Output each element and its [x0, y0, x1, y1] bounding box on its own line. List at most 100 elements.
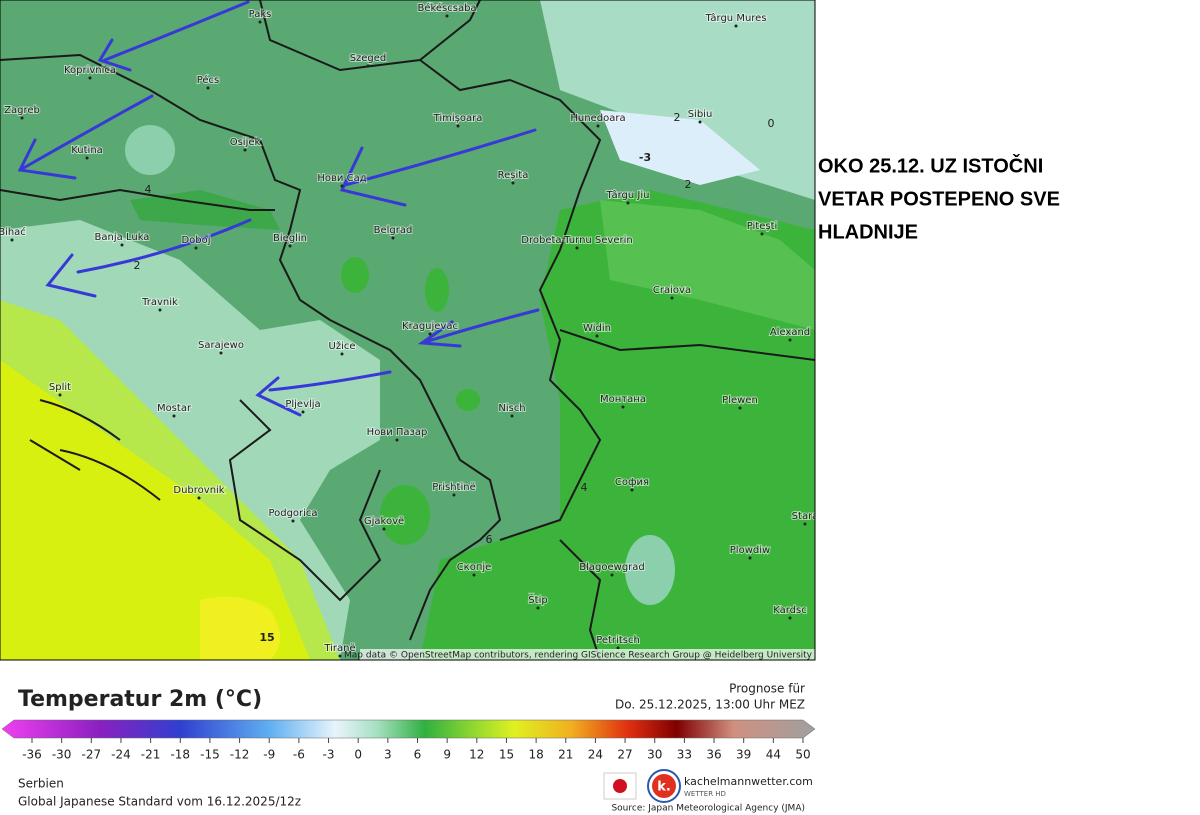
- city-dot: [626, 201, 630, 205]
- logo-disc: [652, 774, 676, 798]
- annotation-line: VETAR POSTEPENO SVE: [818, 188, 1060, 210]
- colorbar-tick-label: 44: [766, 748, 781, 762]
- light-patch: [125, 125, 175, 175]
- city-dot: [734, 24, 738, 28]
- city-label: Koprivnica: [64, 65, 116, 76]
- contour-label: 4: [581, 481, 588, 494]
- city-label: Blagoewgrad: [579, 562, 645, 573]
- colorbar-tick-label: 21: [558, 748, 573, 762]
- colorbar-tick-label: -27: [82, 748, 102, 762]
- city-dot: [382, 527, 386, 531]
- city-dot: [301, 410, 305, 414]
- city-dot: [510, 414, 514, 418]
- colorbar-tick-label: -12: [230, 748, 250, 762]
- colorbar-tick-label: -3: [323, 748, 335, 762]
- city-dot: [206, 86, 210, 90]
- city-dot: [120, 243, 124, 247]
- contour-label: 0: [768, 117, 775, 130]
- city-dot: [630, 488, 634, 492]
- borders: [0, 0, 815, 660]
- city-label: Belgrad: [374, 225, 413, 236]
- annotation-line: OKO 25.12. UZ ISTOČNI: [818, 153, 1043, 177]
- city-label: Bihać: [0, 226, 26, 238]
- city-dot: [197, 496, 201, 500]
- city-label: Prishtinë: [432, 482, 475, 493]
- colorbar-tick-label: -9: [263, 748, 275, 762]
- city-dot: [288, 244, 292, 248]
- city-label: Szeged: [350, 53, 387, 64]
- forecast-time: Do. 25.12.2025, 13:00 Uhr MEZ: [615, 698, 805, 712]
- city-label: Монтана: [600, 394, 646, 405]
- city-label: Plewen: [722, 395, 758, 406]
- colorbar-ticks: -36 -30 -27 -24 -21 -18 -15 -12 -9 -6 -3 0 3 6 9 12 15 18…: [22, 738, 811, 762]
- colorbar-tick-label: -21: [141, 748, 161, 762]
- city-label: Pljevlja: [285, 399, 320, 410]
- city-label: Widin: [583, 323, 611, 334]
- warm-zone: [420, 190, 815, 660]
- city-label: Tiranë: [323, 643, 355, 654]
- city-label: Bieglin: [273, 233, 307, 244]
- warm-patch: [456, 389, 480, 411]
- city-dot: [610, 573, 614, 577]
- city-label: Nisch: [498, 403, 525, 414]
- contour-labels: 4 2 2 0 -3 2 4 6 15: [134, 111, 775, 644]
- colorbar-tick-label: 18: [528, 748, 543, 762]
- wind-arrows: [17, 0, 540, 417]
- city-label: Banja Luka: [95, 232, 150, 243]
- warm-zone: [600, 200, 815, 330]
- warm-patch: [425, 268, 449, 312]
- city-label: Sibiu: [688, 109, 713, 120]
- city-label: Békéscsaba: [417, 2, 476, 14]
- city-dot: [748, 556, 752, 560]
- city-label: Dubrovnik: [173, 485, 224, 496]
- city-label: Drobeta-Turnu Severin: [521, 235, 632, 246]
- city-dot: [391, 236, 395, 240]
- city-label: Târgu Jiu: [606, 189, 650, 201]
- city-label: Нови Сад: [317, 173, 366, 184]
- city-dot: [596, 124, 600, 128]
- annotation-line: HLADNIJE: [818, 221, 918, 243]
- light-zone: [540, 0, 815, 200]
- colorbar-tick-label: 9: [443, 748, 451, 762]
- contour-label: 4: [145, 183, 152, 196]
- city-label: Mostar: [157, 403, 192, 414]
- contour-label: 6: [486, 533, 493, 546]
- city-label: Kragujevac: [402, 321, 458, 332]
- contour-label: 2: [685, 178, 692, 191]
- city-dot: [452, 493, 456, 497]
- city-dot: [20, 116, 24, 120]
- city-label: Zagreb: [4, 105, 40, 116]
- city-dot: [85, 156, 89, 160]
- colorbar-tick-label: 3: [384, 748, 392, 762]
- light-patch: [625, 535, 675, 605]
- region: Serbien: [18, 777, 64, 791]
- brand: kachelmannwetter.com: [684, 775, 813, 788]
- city-label: София: [615, 477, 649, 488]
- city-label: Doboj: [181, 235, 210, 246]
- warm-patch: [130, 190, 280, 230]
- city-label: Podgorica: [268, 508, 317, 519]
- city-dot: [472, 573, 476, 577]
- map: Paks Békéscsaba Târgu Mures Koprivnica Pécs S…: [0, 0, 819, 660]
- city-label: Reșita: [498, 170, 529, 181]
- city-labels: Paks Békéscsaba Târgu Mures Koprivnica Pécs S…: [0, 1, 819, 658]
- city-dot: [58, 393, 62, 397]
- colorbar-tick-label: -6: [293, 748, 305, 762]
- city-dot: [340, 352, 344, 356]
- city-label: Pécs: [197, 74, 220, 86]
- city-label: Stara: [792, 511, 819, 522]
- sea-zone: [0, 360, 310, 660]
- map-frame: [0, 0, 816, 661]
- contour-label: -3: [639, 151, 651, 164]
- colorbar-tick-label: 50: [795, 748, 810, 762]
- city-dot: [366, 64, 370, 68]
- colorbar-tick-label: 30: [647, 748, 662, 762]
- city-label: Kardsc: [773, 605, 807, 616]
- city-label: Užice: [329, 340, 356, 352]
- colorbar-tick-label: 27: [617, 748, 632, 762]
- city-label: Hunedoara: [570, 113, 625, 124]
- colorbar-tick-label: 12: [469, 748, 484, 762]
- cold-zone: [600, 110, 760, 185]
- city-dot: [395, 438, 399, 442]
